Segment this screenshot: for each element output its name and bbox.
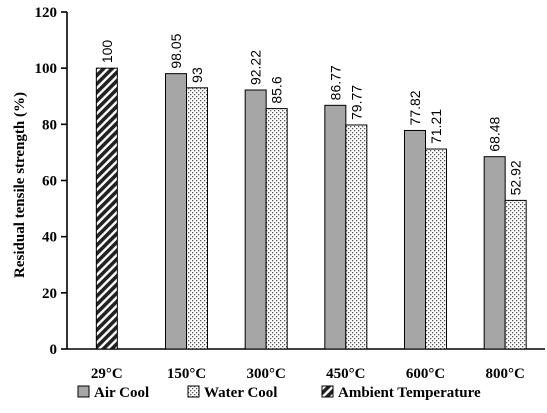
legend-swatch-ambient-temperature [321,385,334,398]
y-tick-label: 0 [50,342,58,358]
data-label: 79.77 [348,85,364,120]
bar-water-cool [425,148,447,350]
x-tick-label: 150°C [167,366,206,382]
data-label: 100 [99,40,115,64]
legend-swatch-air-cool [77,385,90,398]
bar-air-cool [483,156,506,350]
x-tick-label: 29°C [91,366,123,382]
x-tick-label: 450°C [326,366,365,382]
data-label: 52.92 [508,160,524,195]
bar-water-cool [345,124,368,350]
bar-air-cool [244,89,267,350]
legend-label: Air Cool [94,385,149,401]
bar-ambient-temperature [95,67,118,350]
bar-air-cool [404,129,426,350]
y-axis-title: Residual tensile strength (%) [12,92,28,278]
x-axis: 29°C 150°C 300°C 450°C 600°C 800°C [67,348,545,382]
bar-series [95,67,527,350]
y-tick-label: 20 [42,286,57,302]
bar-air-cool [324,104,347,350]
legend-label: Water Cool [204,385,277,401]
data-label: 71.21 [428,109,444,144]
y-tick-label: 40 [42,230,57,246]
x-tick-label: 800°C [485,366,524,382]
bar-water-cool [504,199,527,350]
bar-air-cool [165,73,187,350]
legend-label: Ambient Temperature [338,385,481,401]
y-tick-label: 80 [42,117,57,133]
data-labels: 100 98.05 93 92.22 85.6 86.77 79.77 77.82 71.21 6… [99,33,524,195]
x-tick-label: 600°C [406,366,445,382]
data-label: 86.77 [327,65,343,100]
y-tick-label: 100 [35,61,58,77]
bar-water-cool [186,87,208,350]
data-label: 93 [189,67,205,83]
y-tick-label: 120 [35,5,58,21]
y-tick-label: 60 [42,174,57,190]
x-tick-label: 300°C [246,366,285,382]
data-label: 68.48 [487,116,503,151]
data-label: 85.6 [269,76,285,103]
data-label: 92.22 [248,50,264,85]
y-axis: 0 20 40 60 80 100 120 [35,5,68,358]
data-label: 98.05 [168,33,184,68]
data-label: 77.82 [407,90,423,125]
bar-water-cool [265,108,288,350]
legend-swatch-water-cool [187,385,200,398]
legend: Air Cool Water Cool Ambient Temperature [77,385,481,401]
